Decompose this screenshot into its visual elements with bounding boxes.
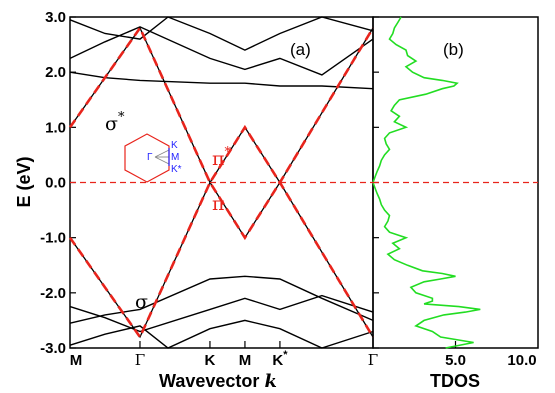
panel-b-label: (b) bbox=[443, 40, 464, 59]
band-line bbox=[69, 71, 374, 90]
x-tick-label: M bbox=[239, 352, 252, 369]
bz-kstar-label: K* bbox=[171, 164, 182, 175]
brillouin-zone-hexagon bbox=[124, 133, 170, 183]
sigma-star-label: σ* bbox=[105, 110, 125, 135]
x-axis-ticks-panel-b: 5.0 10.0 bbox=[445, 341, 537, 369]
brillouin-zone-inset: Γ K M K* bbox=[124, 133, 182, 183]
bz-path-gamma-kstar bbox=[154, 156, 170, 165]
bz-gamma-label: Γ bbox=[147, 152, 153, 163]
x-tick-label-b: 5.0 bbox=[445, 352, 466, 369]
band-line bbox=[69, 26, 374, 76]
pi-star-label: π* bbox=[212, 145, 232, 170]
bz-k-label: K bbox=[171, 140, 178, 151]
band-line bbox=[69, 275, 374, 324]
x-tick-label: K* bbox=[272, 349, 288, 369]
pi-label: π bbox=[212, 193, 225, 215]
band-line bbox=[69, 294, 374, 333]
x-tick-label: M bbox=[70, 352, 83, 369]
x-tick-label: Γ bbox=[368, 351, 378, 369]
y-tick-label: 1.0 bbox=[45, 119, 66, 136]
y-tick-label: -1.0 bbox=[40, 230, 66, 247]
bz-path-gamma-k bbox=[154, 149, 170, 158]
y-tick-label: 3.0 bbox=[45, 9, 66, 26]
y-axis-title: E (eV) bbox=[14, 156, 34, 207]
band-line bbox=[69, 319, 374, 349]
panel-a-label: (a) bbox=[290, 40, 311, 59]
y-tick-label: -3.0 bbox=[40, 340, 66, 357]
x-tick-label-b: 10.0 bbox=[507, 352, 536, 369]
tdos-line bbox=[372, 16, 481, 349]
x-axis-title-b: TDOS bbox=[430, 371, 480, 391]
y-tick-label: 2.0 bbox=[45, 64, 66, 81]
x-tick-label: Γ bbox=[135, 351, 145, 369]
tdos-curve bbox=[372, 16, 481, 349]
sigma-label: σ bbox=[135, 291, 148, 313]
pi-band-line bbox=[68, 25, 375, 186]
x-axis-ticks-panel-a: M Γ K M K* Γ bbox=[70, 341, 378, 369]
band-curves bbox=[68, 16, 375, 349]
y-tick-label: -2.0 bbox=[40, 285, 66, 302]
pi-band-line bbox=[68, 179, 375, 340]
x-axis-title-a: Wavevector k bbox=[159, 371, 277, 392]
bz-m-label: M bbox=[171, 152, 179, 163]
x-tick-label: K bbox=[205, 352, 216, 369]
band-line bbox=[69, 16, 374, 51]
y-axis-ticks: 3.0 2.0 1.0 0.0 -1.0 -2.0 -3.0 bbox=[40, 9, 379, 357]
y-tick-label: 0.0 bbox=[45, 175, 66, 192]
